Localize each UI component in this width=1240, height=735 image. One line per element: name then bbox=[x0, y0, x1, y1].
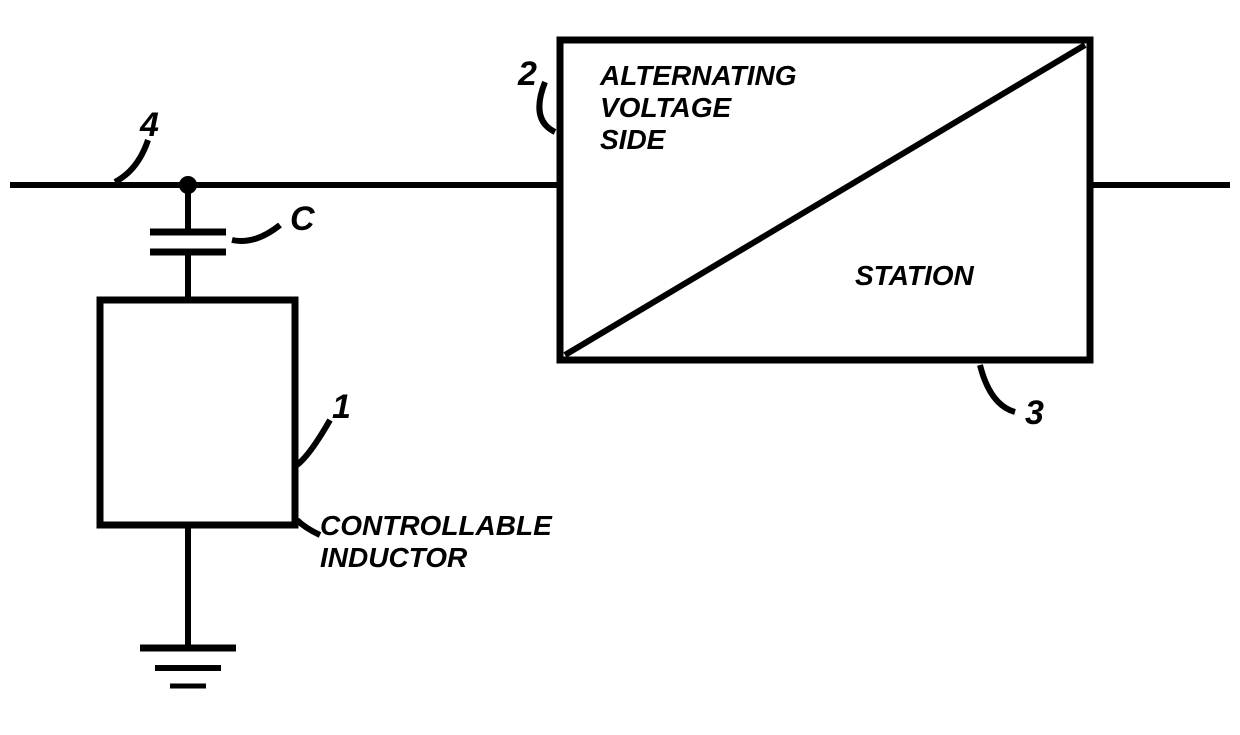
ref-3: 3 bbox=[1025, 394, 1044, 433]
inductor-block bbox=[100, 300, 295, 525]
leader-3 bbox=[980, 365, 1015, 412]
inductor-label: CONTROLLABLE INDUCTOR bbox=[320, 510, 552, 574]
ref-1: 1 bbox=[332, 388, 351, 427]
leader-1 bbox=[297, 420, 330, 465]
station-text-top: ALTERNATING VOLTAGE SIDE bbox=[600, 60, 797, 156]
leader-4 bbox=[115, 140, 148, 182]
ref-2: 2 bbox=[518, 55, 537, 94]
ref-4: 4 bbox=[140, 106, 159, 145]
leader-inductor-label bbox=[297, 520, 320, 535]
capacitor-label: C bbox=[290, 200, 315, 239]
station-text-bottom: STATION bbox=[855, 260, 974, 292]
leader-c bbox=[232, 225, 280, 241]
leader-2 bbox=[539, 82, 555, 132]
